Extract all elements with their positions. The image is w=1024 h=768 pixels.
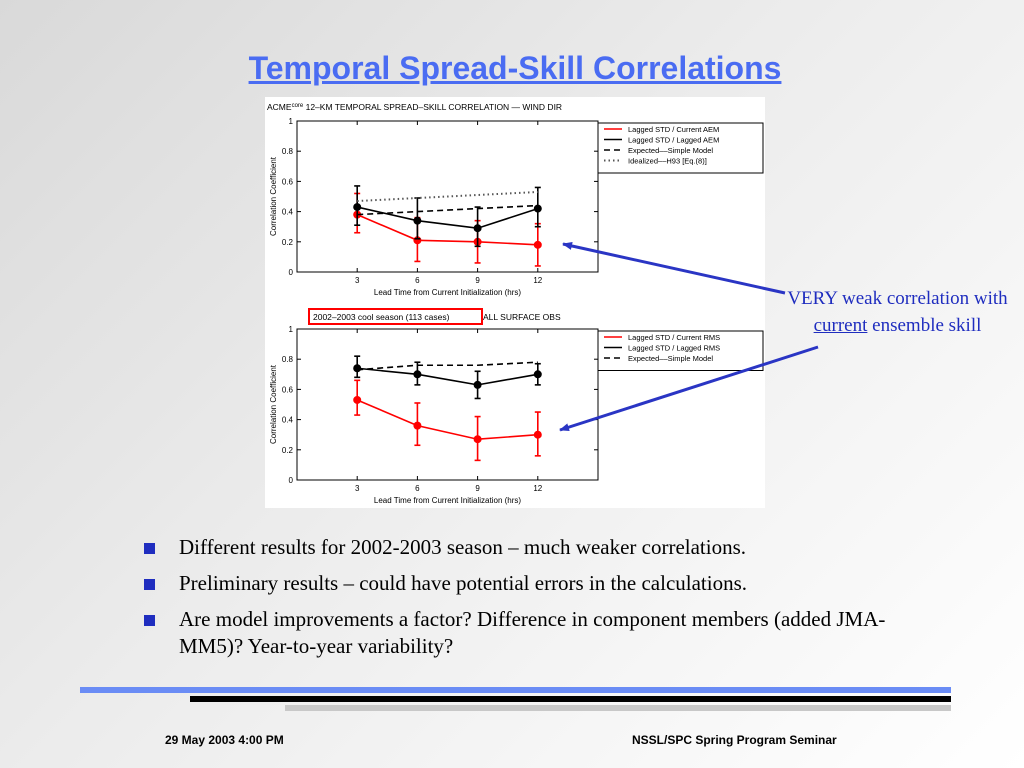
chart1-series2-point [533,204,542,213]
chart1-series4-line [357,190,538,203]
chart2-xtick-label: 12 [533,484,542,493]
bullet-item: Different results for 2002-2003 season –… [144,534,944,561]
callout-text-part1: VERY weak correlation with [787,288,1008,309]
chart1-title-prefix: ACME [267,102,292,112]
chart2-ytick-label: 0 [289,476,294,485]
chart2-ytick-label: 1 [289,325,294,334]
chart1-axes-box [296,120,599,273]
chart1-xlabel: Lead Time from Current Initialization (h… [374,288,522,297]
chart1-ytick-label: 0.4 [282,208,294,217]
bullet-text: Preliminary results – could have potenti… [179,571,748,595]
charts-svg: ACMEcore 12–KM TEMPORAL SPREAD–SKILL COR… [267,102,764,505]
chart1-series3-line [357,204,538,216]
bullet-item: Are model improvements a factor? Differe… [144,606,944,660]
chart2-series2-point [413,370,422,379]
chart1-legend-label: Idealized––H93 [Eq.(8)] [628,157,707,166]
chart2-series1-point [533,430,542,439]
callout-text-underlined: current [813,315,868,336]
chart1-xtick-label: 9 [475,276,480,285]
chart2-series1-point [413,421,422,430]
chart2-series1-point [353,395,362,404]
chart1-ytick-label: 1 [289,117,294,126]
chart1-ytick-label: 0.8 [282,147,294,156]
chart2-ytick-label: 0.6 [282,385,294,394]
chart2-xtick-label: 9 [475,484,480,493]
chart2-ytick-label: 0.8 [282,355,294,364]
chart1-title-superscript: core [292,103,304,109]
footer-date: 29 May 2003 4:00 PM [165,733,284,747]
bullet-square-icon [144,579,155,590]
chart2-title-boxed: 2002–2003 cool season (113 cases) [313,312,450,322]
chart1-title: ACMEcore 12–KM TEMPORAL SPREAD–SKILL COR… [267,102,562,112]
chart2-series2-point [533,370,542,379]
footer-rule-blue [80,687,951,693]
chart2-xlabel: Lead Time from Current Initialization (h… [374,496,522,505]
bullet-square-icon [144,543,155,554]
chart2-legend-label: Lagged STD / Current RMS [628,333,720,342]
chart1-series2-point [413,216,422,225]
chart2-ytick-label: 0.4 [282,416,294,425]
chart1-ytick-label: 0.2 [282,238,294,247]
chart2-xtick-label: 3 [355,484,360,493]
chart2-xtick-label: 6 [415,484,420,493]
chart2-ylabel: Correlation Coefficient [269,364,278,444]
chart1-title-main: 12–KM TEMPORAL SPREAD–SKILL CORRELATION … [303,102,562,112]
chart1-xtick-label: 3 [355,276,360,285]
bullet-text: Are model improvements a factor? Differe… [179,607,886,658]
slide-title: Temporal Spread-Skill Correlations [248,50,782,86]
callout-text-part2: ensemble skill [867,315,982,336]
bullet-square-icon [144,615,155,626]
chart2-axes-box [296,328,599,481]
chart2-legend-label: Lagged STD / Lagged RMS [628,344,720,353]
chart1-legend-label: Lagged STD / Current AEM [628,125,719,134]
callout-text: VERY weak correlation with current ensem… [780,285,1015,339]
chart1-series1-point [533,240,542,249]
chart1-xtick-label: 6 [415,276,420,285]
footer-rule-black [190,696,951,702]
chart1-ylabel: Correlation Coefficient [269,156,278,236]
footer-event: NSSL/SPC Spring Program Seminar [632,733,837,747]
chart2-series1-point [473,435,482,444]
chart2-title-box [308,308,483,325]
footer-rule-gray [285,705,951,711]
chart1-legend-box [597,122,764,174]
chart1-xtick-label: 12 [533,276,542,285]
chart1-series1-line [356,213,538,246]
chart2-series2-point [353,364,362,373]
chart2-series3-line [357,361,538,371]
chart2-legend-label: Expected––Simple Model [628,354,713,363]
chart1-legend-label: Expected––Simple Model [628,146,713,155]
chart2-ytick-label: 0.2 [282,446,294,455]
bullet-list: Different results for 2002-2003 season –… [144,534,944,669]
chart1-legend-label: Lagged STD / Lagged AEM [628,136,719,145]
chart2-series1-line [356,399,538,441]
chart2-series2-point [473,380,482,389]
bullet-text: Different results for 2002-2003 season –… [179,535,747,559]
bullet-item: Preliminary results – could have potenti… [144,570,944,597]
chart2-title-main: ALL SURFACE OBS [483,312,561,322]
chart1-series2-point [353,203,362,212]
chart1-series2-point [473,224,482,233]
chart1-ytick-label: 0 [289,268,294,277]
figure-panel: ACMEcore 12–KM TEMPORAL SPREAD–SKILL COR… [265,97,765,508]
chart2-series2-line [357,367,538,386]
chart1-ytick-label: 0.6 [282,177,294,186]
